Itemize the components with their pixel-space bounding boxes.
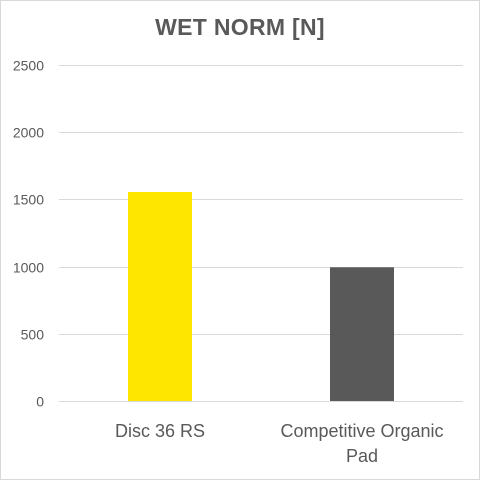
bar [330, 267, 394, 401]
chart-title: WET NORM [N] [155, 14, 325, 40]
y-tick-label: 2000 [13, 125, 44, 141]
y-tick-label: 2500 [13, 58, 44, 74]
x-category-label: Competitive Organic [280, 421, 443, 441]
y-tick-label: 1000 [13, 260, 44, 276]
x-category-label: Pad [346, 446, 378, 466]
x-axis-categories: Disc 36 RS Competitive Organic Pad [115, 421, 444, 466]
y-tick-label: 0 [36, 394, 44, 410]
y-tick-label: 500 [21, 327, 45, 343]
bar [128, 192, 192, 401]
x-category-label: Disc 36 RS [115, 421, 205, 441]
gridlines [59, 65, 463, 402]
y-axis-ticks: 0 500 1000 1500 2000 2500 [13, 58, 44, 410]
y-tick-label: 1500 [13, 192, 44, 208]
bars [128, 192, 394, 401]
